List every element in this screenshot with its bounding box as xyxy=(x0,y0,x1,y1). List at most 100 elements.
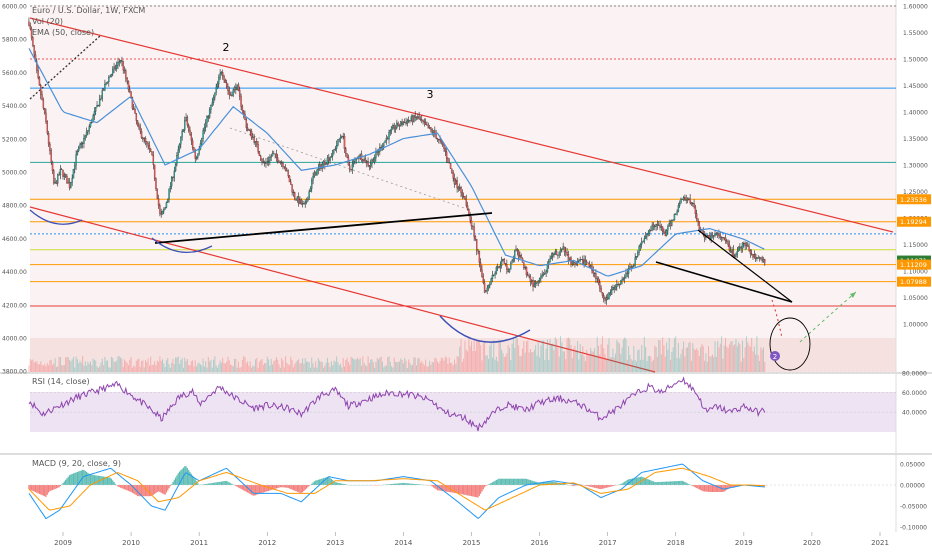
candle-body[interactable] xyxy=(367,161,368,165)
candle-body[interactable] xyxy=(559,252,560,255)
candle-body[interactable] xyxy=(273,153,274,154)
candle-body[interactable] xyxy=(318,168,319,170)
candle-body[interactable] xyxy=(680,199,681,203)
candle-body[interactable] xyxy=(58,175,59,176)
candle-body[interactable] xyxy=(240,96,241,106)
candle-body[interactable] xyxy=(671,220,672,225)
legend-vol[interactable]: Vol (20) xyxy=(32,17,63,26)
candle-body[interactable] xyxy=(415,115,416,117)
candle-body[interactable] xyxy=(327,158,328,164)
candle-body[interactable] xyxy=(128,81,129,89)
candle-body[interactable] xyxy=(513,259,514,261)
candle-body[interactable] xyxy=(336,145,337,149)
candle-body[interactable] xyxy=(623,279,624,280)
candle-body[interactable] xyxy=(686,199,687,201)
candle-body[interactable] xyxy=(602,292,603,295)
candle-body[interactable] xyxy=(68,183,69,184)
candle-body[interactable] xyxy=(658,225,659,226)
candle-body[interactable] xyxy=(532,280,533,286)
candle-body[interactable] xyxy=(168,189,169,199)
candle-body[interactable] xyxy=(248,129,249,130)
candle-body[interactable] xyxy=(399,126,400,127)
candle-body[interactable] xyxy=(637,252,638,256)
candle-body[interactable] xyxy=(183,130,184,131)
candle-body[interactable] xyxy=(277,158,278,162)
candle-body[interactable] xyxy=(627,273,628,274)
candle-body[interactable] xyxy=(375,152,376,158)
candle-body[interactable] xyxy=(501,260,502,266)
candle-body[interactable] xyxy=(464,196,465,199)
candle-body[interactable] xyxy=(106,83,107,84)
candle-body[interactable] xyxy=(140,127,141,131)
candle-body[interactable] xyxy=(646,234,647,236)
candle-body[interactable] xyxy=(387,138,388,139)
candle-body[interactable] xyxy=(454,178,455,184)
candle-body[interactable] xyxy=(138,125,139,127)
candle-body[interactable] xyxy=(455,180,456,184)
candle-body[interactable] xyxy=(745,243,746,245)
candle-body[interactable] xyxy=(451,169,452,172)
wave-label-3[interactable]: 3 xyxy=(427,88,434,101)
candle-body[interactable] xyxy=(526,267,527,274)
candle-body[interactable] xyxy=(477,250,478,251)
candle-body[interactable] xyxy=(259,151,260,155)
candle-body[interactable] xyxy=(470,215,471,220)
candle-body[interactable] xyxy=(284,167,285,168)
candle-body[interactable] xyxy=(544,273,545,274)
candle-body[interactable] xyxy=(538,281,539,283)
candle-body[interactable] xyxy=(594,273,595,274)
candle-body[interactable] xyxy=(305,203,306,205)
candle-body[interactable] xyxy=(130,92,131,98)
candle-body[interactable] xyxy=(187,117,188,125)
candle-body[interactable] xyxy=(293,192,294,193)
candle-body[interactable] xyxy=(350,169,351,170)
candle-body[interactable] xyxy=(276,154,277,158)
candle-body[interactable] xyxy=(108,77,109,81)
candle-body[interactable] xyxy=(756,258,757,259)
candle-body[interactable] xyxy=(306,201,307,202)
candle-body[interactable] xyxy=(299,200,300,204)
candle-body[interactable] xyxy=(223,76,224,80)
candle-body[interactable] xyxy=(310,189,311,192)
candle-body[interactable] xyxy=(113,67,114,70)
candle-body[interactable] xyxy=(337,140,338,146)
candle-body[interactable] xyxy=(329,157,330,160)
candle-body[interactable] xyxy=(86,132,87,136)
candle-body[interactable] xyxy=(349,165,350,169)
candle-body[interactable] xyxy=(209,110,210,118)
candle-body[interactable] xyxy=(111,74,112,76)
candle-body[interactable] xyxy=(332,150,333,156)
candle-body[interactable] xyxy=(458,188,459,189)
candle-body[interactable] xyxy=(294,192,295,198)
candle-body[interactable] xyxy=(117,62,118,65)
candle-body[interactable] xyxy=(141,131,142,138)
candle-body[interactable] xyxy=(691,203,692,204)
candle-body[interactable] xyxy=(446,152,447,159)
candle-body[interactable] xyxy=(167,199,168,203)
legend-macd[interactable]: MACD (9, 20, close, 9) xyxy=(32,459,121,468)
candle-body[interactable] xyxy=(52,163,53,171)
candle-body[interactable] xyxy=(95,107,96,111)
candle-body[interactable] xyxy=(466,199,467,206)
candle-body[interactable] xyxy=(650,230,651,231)
candle-body[interactable] xyxy=(365,159,366,163)
candle-body[interactable] xyxy=(611,290,612,295)
candle-body[interactable] xyxy=(110,76,111,77)
candle-body[interactable] xyxy=(61,169,62,170)
candle-body[interactable] xyxy=(89,127,90,131)
candle-body[interactable] xyxy=(666,230,667,235)
candle-body[interactable] xyxy=(642,241,643,242)
candle-body[interactable] xyxy=(290,182,291,185)
candle-body[interactable] xyxy=(496,267,497,273)
candle-body[interactable] xyxy=(549,259,550,262)
candle-body[interactable] xyxy=(687,199,688,201)
candle-body[interactable] xyxy=(366,161,367,162)
candle-body[interactable] xyxy=(166,203,167,208)
candle-body[interactable] xyxy=(718,234,719,236)
candle-body[interactable] xyxy=(728,242,729,245)
candle-body[interactable] xyxy=(697,219,698,221)
candle-body[interactable] xyxy=(288,171,289,176)
candle-body[interactable] xyxy=(475,237,476,240)
candle-body[interactable] xyxy=(682,199,683,200)
candle-body[interactable] xyxy=(185,117,186,120)
